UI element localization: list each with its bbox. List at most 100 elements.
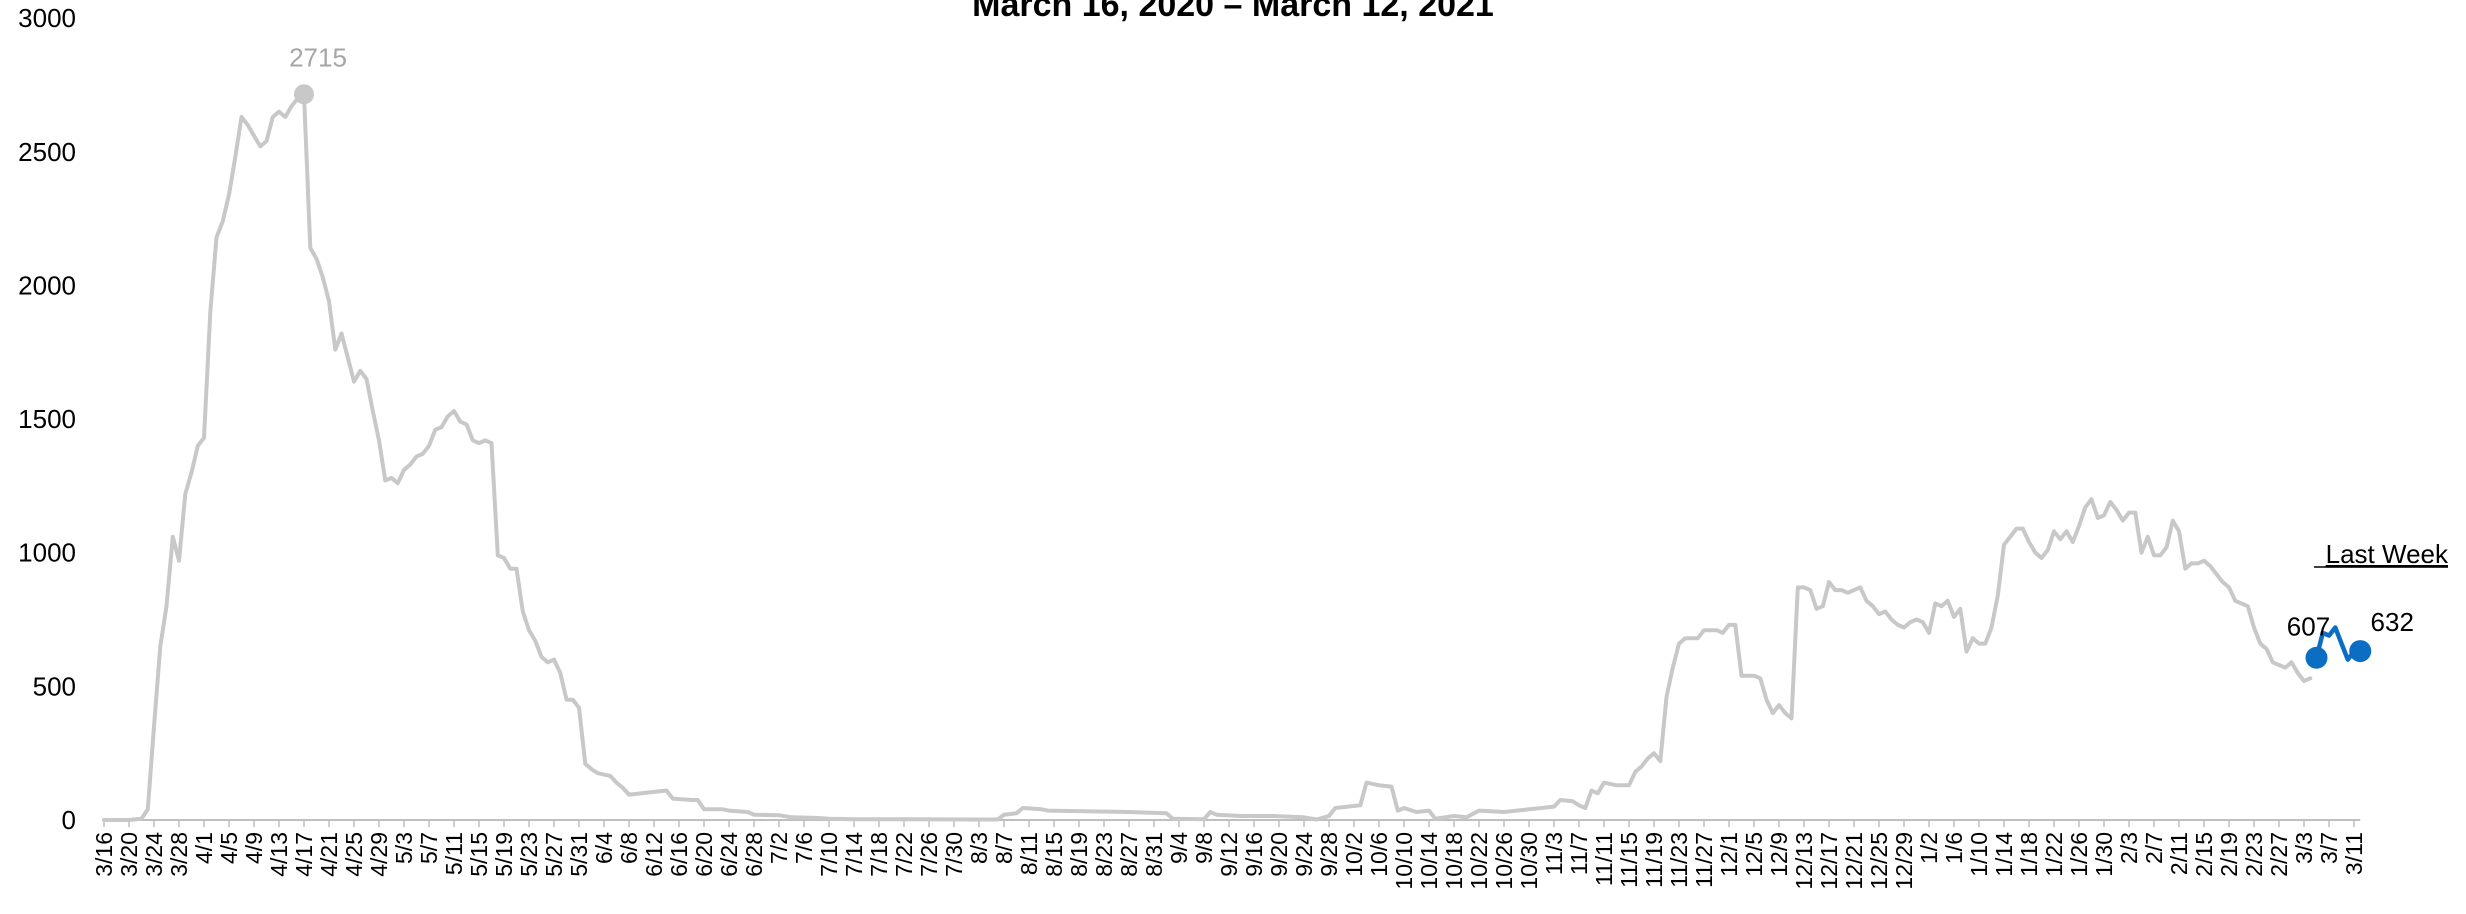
x-tick-label: 12/1 [1716, 832, 1742, 877]
x-tick-label: 3/24 [141, 832, 167, 877]
y-tick-label: 500 [33, 671, 76, 701]
x-tick-label: 6/24 [716, 832, 742, 877]
x-tick-label: 11/3 [1541, 832, 1567, 875]
x-tick-label: 10/14 [1416, 832, 1442, 890]
x-tick-label: 12/9 [1766, 832, 1792, 877]
x-tick-label: 7/18 [866, 832, 892, 877]
last-week-start-label: 607 [2287, 612, 2330, 642]
x-tick-label: 2/15 [2191, 832, 2217, 877]
x-tick-label: 9/4 [1166, 832, 1192, 864]
x-tick-label: 4/13 [266, 832, 292, 877]
x-tick-label: 5/27 [541, 832, 567, 877]
x-tick-label: 6/8 [616, 832, 642, 864]
x-tick-label: 11/15 [1616, 832, 1642, 888]
x-tick-label: 2/11 [2166, 832, 2192, 875]
x-tick-label: 8/23 [1091, 832, 1117, 877]
peak-marker [294, 84, 314, 105]
y-tick-label: 2000 [18, 270, 76, 300]
y-tick-label: 2500 [18, 137, 76, 167]
x-tick-label: 7/2 [766, 832, 792, 864]
x-tick-label: 7/10 [816, 832, 842, 877]
x-tick-label: 8/7 [991, 832, 1017, 864]
x-tick-label: 3/7 [2316, 832, 2342, 864]
x-tick-label: 5/15 [466, 832, 492, 877]
x-tick-label: 4/1 [191, 832, 217, 864]
x-tick-label: 1/26 [2066, 832, 2092, 877]
x-tick-label: 10/30 [1516, 832, 1542, 890]
x-tick-label: 9/8 [1191, 832, 1217, 864]
x-tick-label: 4/17 [291, 832, 317, 877]
x-tick-label: 7/14 [841, 832, 867, 877]
x-tick-label: 10/10 [1391, 832, 1417, 890]
x-tick-label: 6/12 [641, 832, 667, 877]
x-tick-label: 9/24 [1291, 832, 1317, 877]
last-week-end-label: 632 [2371, 607, 2414, 637]
x-tick-label: 6/4 [591, 832, 617, 864]
y-tick-label: 3000 [18, 3, 76, 33]
x-tick-label: 9/12 [1216, 832, 1242, 877]
x-tick-label: 9/20 [1266, 832, 1292, 877]
x-tick-label: 10/18 [1441, 832, 1467, 890]
x-tick-label: 4/25 [341, 832, 367, 877]
x-tick-label: 10/6 [1366, 832, 1392, 877]
x-tick-label: 1/14 [1991, 832, 2017, 877]
x-tick-label: 12/25 [1866, 832, 1892, 890]
x-tick-label: 4/9 [241, 832, 267, 864]
x-tick-label: 7/26 [916, 832, 942, 877]
x-tick-label: 3/20 [116, 832, 142, 877]
x-tick-label: 7/30 [941, 832, 967, 877]
x-tick-label: 5/11 [441, 832, 467, 875]
x-tick-label: 8/11 [1016, 832, 1042, 875]
x-tick-label: 11/7 [1566, 832, 1592, 875]
x-tick-label: 6/28 [741, 832, 767, 877]
x-tick-label: 3/11 [2341, 832, 2367, 875]
last-week-end-marker [2349, 640, 2372, 663]
x-tick-label: 12/29 [1891, 832, 1917, 890]
x-tick-label: 5/31 [566, 832, 592, 877]
x-tick-label: 3/16 [91, 832, 117, 877]
y-tick-label: 0 [62, 805, 76, 835]
x-tick-label: 7/6 [791, 832, 817, 864]
x-tick-label: 5/19 [491, 832, 517, 877]
peak-label: 2715 [289, 42, 347, 72]
x-tick-label: 8/3 [966, 832, 992, 864]
x-tick-label: 10/2 [1341, 832, 1367, 877]
x-tick-label: 12/13 [1791, 832, 1817, 890]
x-tick-label: 2/19 [2216, 832, 2242, 877]
last-week-start-marker [2305, 646, 2328, 669]
x-tick-label: 12/21 [1841, 832, 1867, 890]
x-tick-label: 5/3 [391, 832, 417, 864]
x-tick-label: 8/31 [1141, 832, 1167, 877]
x-tick-label: 5/7 [416, 832, 442, 864]
x-tick-label: 1/10 [1966, 832, 1992, 877]
x-tick-label: 1/2 [1916, 832, 1942, 864]
x-tick-label: 2/23 [2241, 832, 2267, 877]
x-tick-label: 6/16 [666, 832, 692, 877]
chart-title: March 16, 2020 – March 12, 2021 [972, 0, 1494, 24]
x-tick-label: 4/5 [216, 832, 242, 864]
x-tick-label: 2/27 [2266, 832, 2292, 877]
x-tick-label: 3/3 [2291, 832, 2317, 864]
x-tick-label: 2/3 [2116, 832, 2142, 864]
x-tick-label: 1/22 [2041, 832, 2067, 877]
x-tick-label: 12/17 [1816, 832, 1842, 890]
x-tick-label: 1/6 [1941, 832, 1967, 864]
y-tick-label: 1000 [18, 538, 76, 568]
x-tick-label: 11/11 [1591, 832, 1617, 886]
x-tick-label: 8/15 [1041, 832, 1067, 877]
x-tick-label: 10/26 [1491, 832, 1517, 890]
x-tick-label: 5/23 [516, 832, 542, 877]
x-tick-label: 9/28 [1316, 832, 1342, 877]
x-tick-label: 1/30 [2091, 832, 2117, 877]
x-tick-label: 12/5 [1741, 832, 1767, 877]
daily-series-line [102, 92, 2313, 822]
x-tick-label: 8/19 [1066, 832, 1092, 877]
x-tick-label: 9/16 [1241, 832, 1267, 877]
x-tick-label: 10/22 [1466, 832, 1492, 890]
x-tick-label: 4/21 [316, 832, 342, 877]
x-tick-label: 3/28 [166, 832, 192, 877]
y-tick-label: 1500 [18, 404, 76, 434]
x-tick-label: 7/22 [891, 832, 917, 877]
